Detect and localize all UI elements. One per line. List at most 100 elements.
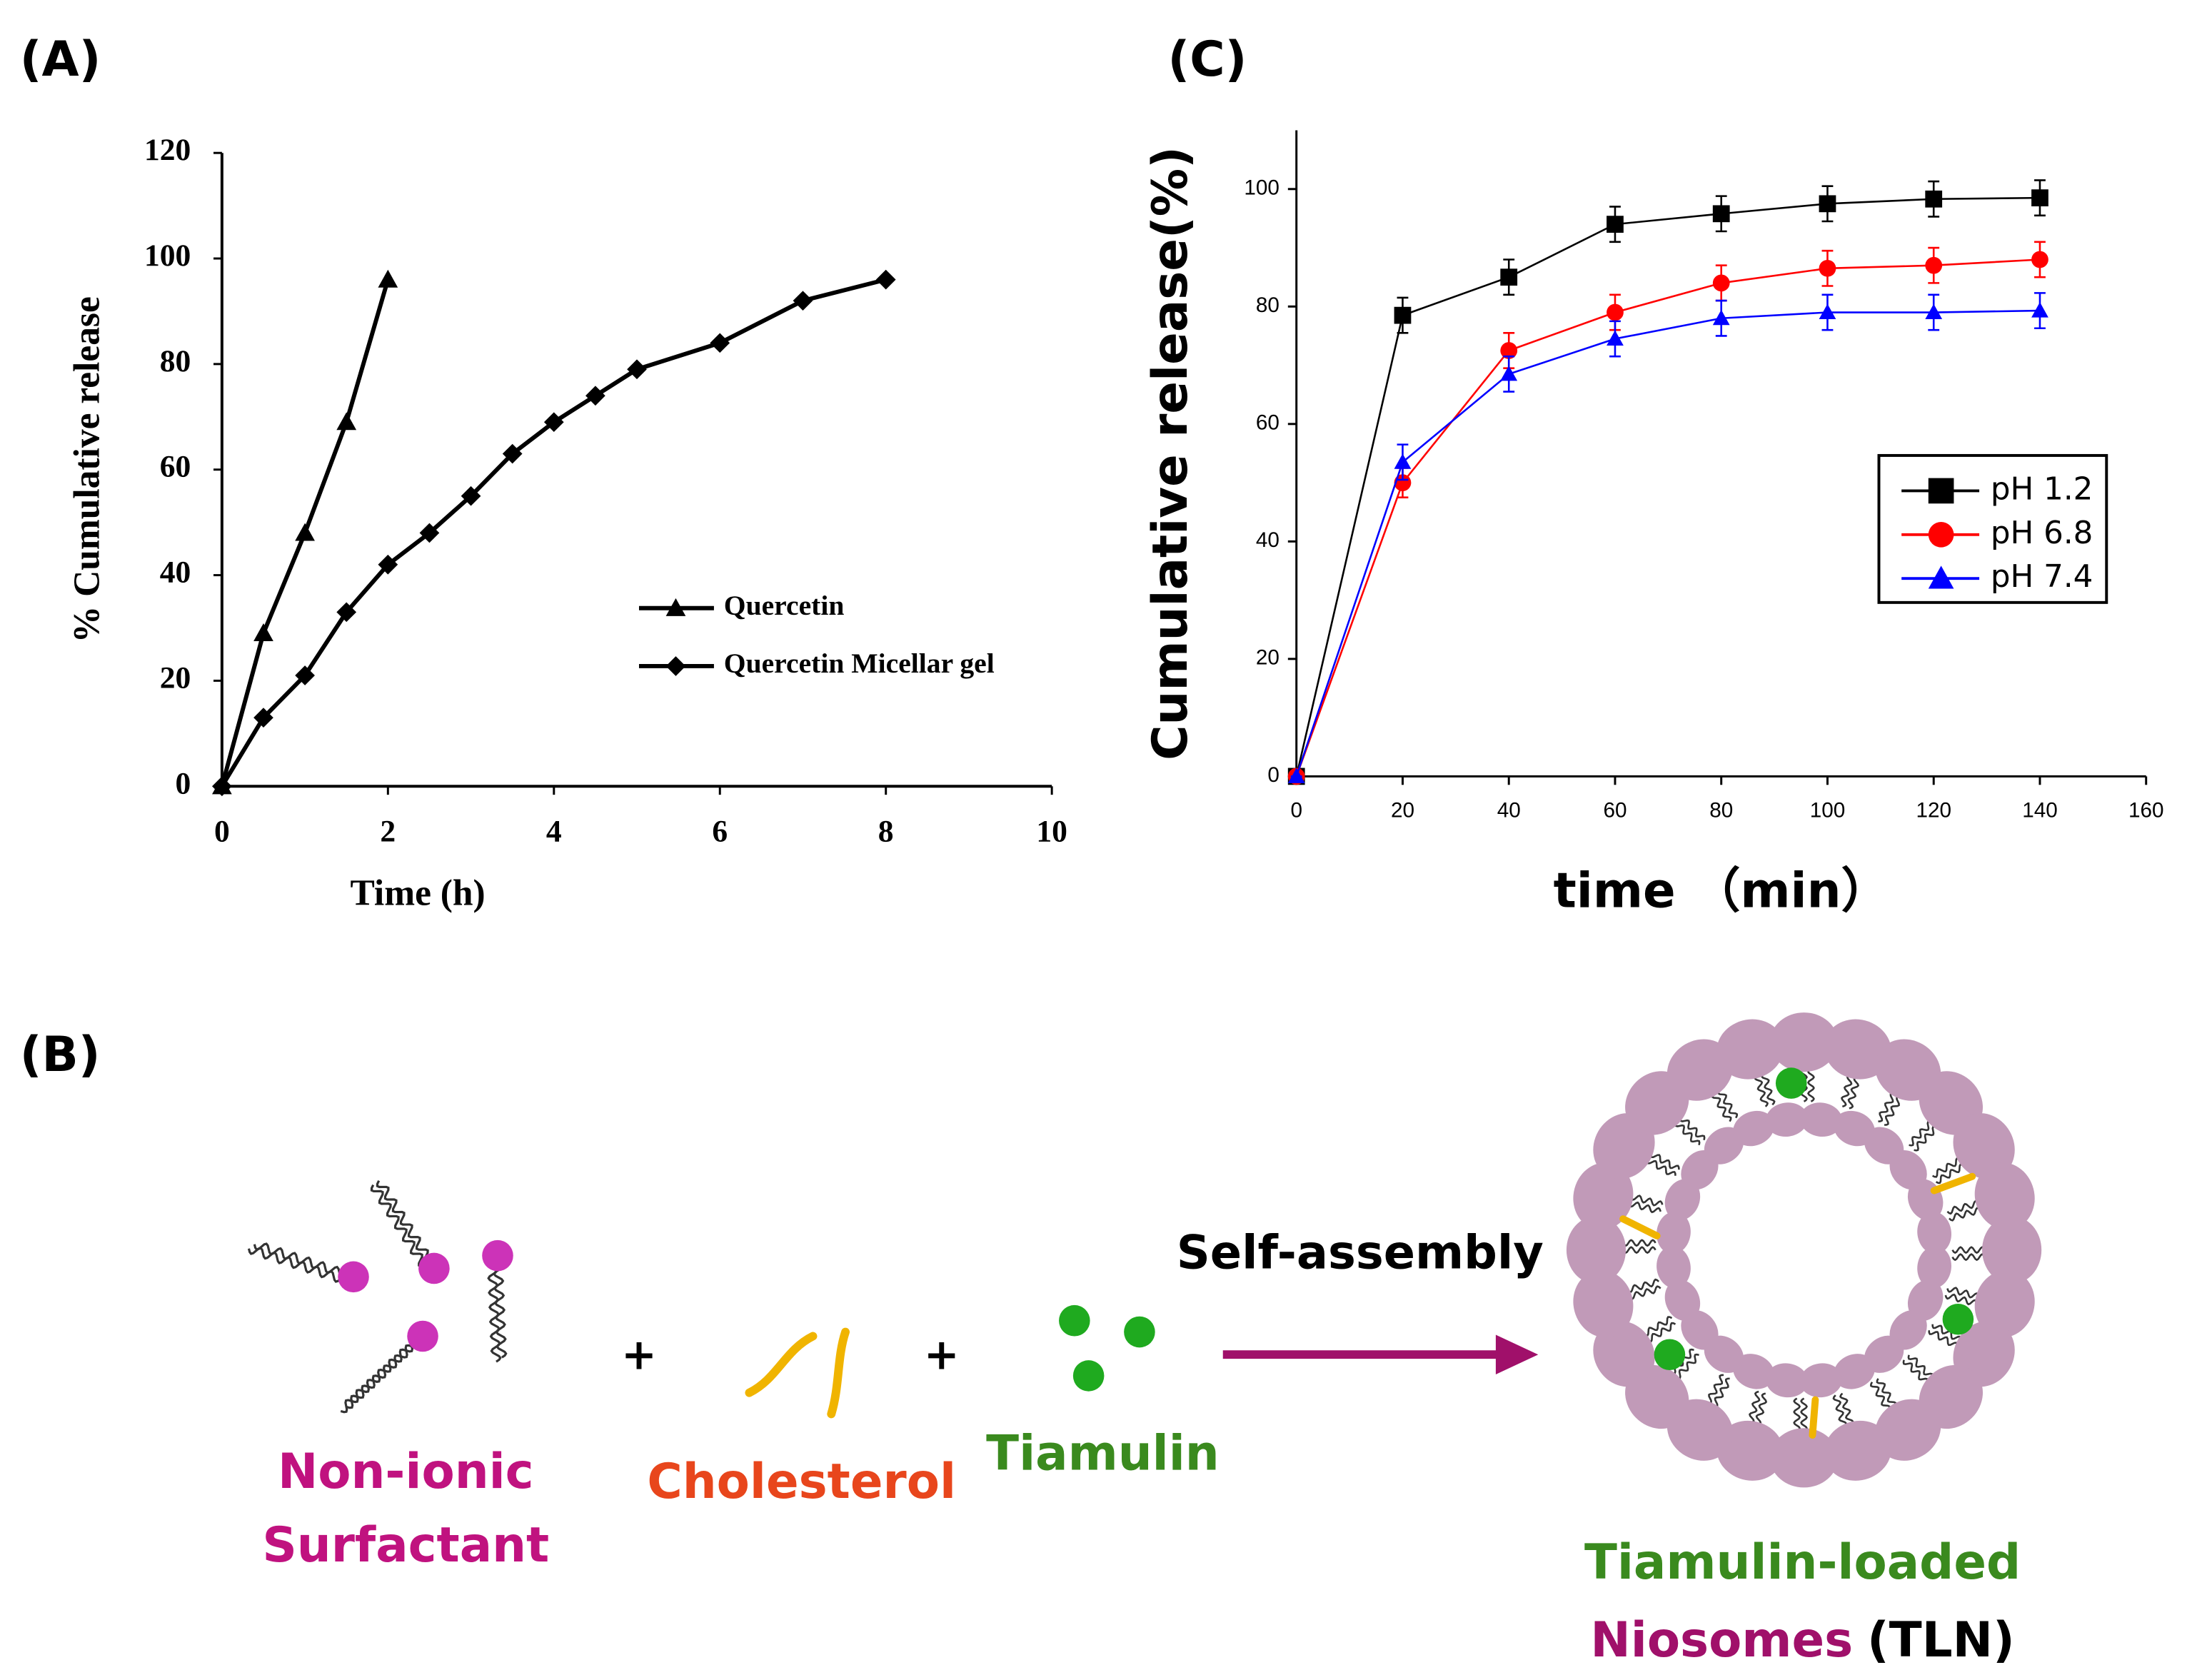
product-label: Tiamulin-loaded xyxy=(1584,1534,2021,1590)
x-tick-label: 10 xyxy=(1036,815,1067,849)
surfactant-label: Surfactant xyxy=(262,1517,549,1573)
inner-head xyxy=(1864,1335,1904,1373)
marker xyxy=(1394,474,1412,491)
marker xyxy=(1500,342,1518,359)
lipid-tail xyxy=(1754,1075,1769,1107)
lipid-tail xyxy=(1646,1159,1676,1176)
cholesterol xyxy=(1930,1172,1976,1194)
inner-head xyxy=(1733,1354,1774,1389)
tiamulin-dot xyxy=(1124,1316,1155,1348)
outer-head xyxy=(1566,1216,1627,1284)
marker xyxy=(1819,195,1836,213)
y-tick-label: 80 xyxy=(1256,293,1280,317)
inner-head xyxy=(1656,1212,1691,1254)
lipid-tail xyxy=(1878,1092,1895,1122)
lipid-tail xyxy=(1630,1194,1664,1207)
marker xyxy=(793,291,813,311)
x-tick-label: 80 xyxy=(1709,799,1733,823)
surfactant-tail xyxy=(253,1242,355,1279)
outer-head xyxy=(1982,1216,2042,1284)
marker xyxy=(2031,302,2048,318)
lipid-tail xyxy=(1628,1201,1661,1214)
y-tick-label: 100 xyxy=(144,238,191,273)
lipid-tail xyxy=(1876,1378,1897,1407)
legend-label: pH 7.4 xyxy=(1991,559,2093,595)
outer-head xyxy=(1716,1420,1784,1481)
panel-label: (B) xyxy=(20,1027,101,1082)
y-tick-label: 0 xyxy=(1267,763,1280,787)
marker xyxy=(1925,190,1943,208)
marker xyxy=(1394,453,1412,469)
cholesterol xyxy=(827,1327,850,1419)
lipid-tail xyxy=(1713,1377,1730,1408)
lipid-tail xyxy=(1949,1207,1981,1222)
lipid-tail xyxy=(1935,1163,1965,1184)
inner-head xyxy=(1799,1363,1843,1398)
y-tick-label: 40 xyxy=(160,555,191,590)
outer-head xyxy=(1824,1019,1892,1080)
lipid-tail xyxy=(1928,1330,1959,1347)
marker xyxy=(543,412,564,433)
marker xyxy=(461,486,481,506)
x-tick-label: 60 xyxy=(1603,799,1627,823)
lipid-tail xyxy=(1649,1153,1680,1170)
inner-head xyxy=(1681,1310,1719,1350)
x-axis-label: time （min） xyxy=(1554,862,1889,918)
lipid-tail xyxy=(1951,1253,1986,1262)
lipid-tail xyxy=(1839,1392,1854,1426)
lipid-tail xyxy=(1800,1397,1809,1432)
lipid-tail xyxy=(1944,1293,1979,1306)
x-tick-label: 6 xyxy=(712,815,728,849)
marker xyxy=(1819,259,1836,277)
y-tick-label: 60 xyxy=(160,450,191,484)
lipid-tail xyxy=(1841,1074,1853,1108)
lipid-tail xyxy=(1909,1120,1933,1147)
lipid-tail xyxy=(1832,1394,1847,1427)
inner-head xyxy=(1664,1179,1701,1221)
surfactant-tail xyxy=(247,1247,349,1283)
marker xyxy=(1712,309,1730,326)
lipid-tail xyxy=(1711,1092,1732,1122)
x-tick-label: 8 xyxy=(878,815,894,849)
outer-head xyxy=(1666,1039,1734,1101)
tiamulin-label: Tiamulin xyxy=(986,1425,1220,1481)
marker xyxy=(1394,306,1412,324)
inner-head xyxy=(1799,1102,1843,1137)
legend-label: Quercetin xyxy=(724,590,845,621)
x-tick-label: 0 xyxy=(1290,799,1302,823)
arrow-head xyxy=(1495,1334,1539,1374)
plus: + xyxy=(924,1330,960,1379)
y-tick-label: 100 xyxy=(1244,176,1280,200)
marker xyxy=(1607,330,1624,346)
marker xyxy=(1928,565,1954,589)
legend-label: pH 1.2 xyxy=(1991,471,2093,507)
lipid-tail xyxy=(1931,1324,1962,1341)
marker xyxy=(253,623,273,641)
marker xyxy=(336,412,357,431)
inner-head xyxy=(1917,1246,1951,1289)
lipid-tail xyxy=(1946,1199,1980,1215)
lipid-tail xyxy=(1902,1359,1929,1384)
series-line xyxy=(1295,258,2041,777)
lipid-tail xyxy=(1717,1089,1738,1119)
x-tick-label: 20 xyxy=(1391,799,1414,823)
marker xyxy=(1712,205,1730,223)
marker xyxy=(1925,256,1943,274)
y-tick-label: 0 xyxy=(176,766,191,800)
lipid-tail xyxy=(1627,1278,1659,1294)
lipid-tail xyxy=(1870,1382,1891,1411)
marker xyxy=(295,523,315,541)
series-line xyxy=(1295,309,2040,777)
lipid-tail xyxy=(1749,1390,1761,1424)
marker xyxy=(710,333,730,353)
surfactant-tail xyxy=(376,1179,437,1269)
marker xyxy=(627,359,647,380)
marker xyxy=(1607,216,1624,233)
inner-head xyxy=(1704,1127,1744,1165)
y-axis-label: % Cumulative release xyxy=(67,296,108,643)
x-tick-label: 140 xyxy=(2022,799,2058,823)
y-tick-label: 60 xyxy=(1256,411,1280,435)
marker xyxy=(2031,251,2048,268)
